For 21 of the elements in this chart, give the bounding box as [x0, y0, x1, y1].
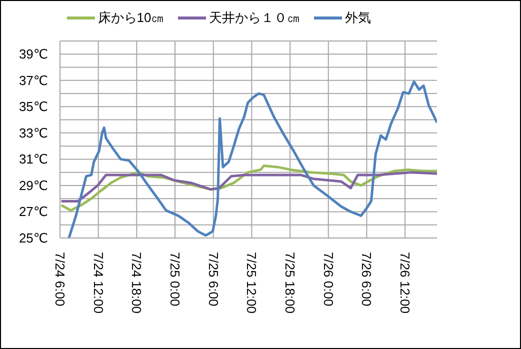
- x-tick-label: 7/25 12:00: [244, 252, 260, 314]
- legend-label: 外気: [345, 9, 372, 27]
- legend-label: 天井から１０㎝: [209, 9, 300, 27]
- x-tick-label: 7/26 12:00: [398, 252, 413, 314]
- x-tick-label: 7/26 6:00: [359, 252, 374, 306]
- x-tick-label: 7/24 18:00: [129, 252, 144, 314]
- y-tick-label: 25℃: [18, 230, 48, 246]
- legend-label: 床から10㎝: [98, 9, 164, 27]
- x-tick-label: 7/25 0:00: [168, 252, 183, 306]
- x-tick-label: 7/26 0:00: [320, 252, 336, 306]
- y-tick-label: 33℃: [18, 125, 48, 140]
- y-tick-label: 39℃: [18, 46, 48, 62]
- y-tick-label: 31℃: [18, 152, 48, 167]
- y-tick-label: 35℃: [18, 99, 48, 114]
- y-tick-label: 37℃: [18, 72, 48, 88]
- y-tick-label: 27℃: [18, 204, 48, 220]
- x-tick-label: 7/24 12:00: [90, 252, 106, 314]
- x-tick-label: 7/25 18:00: [282, 252, 298, 314]
- y-tick-label: 29℃: [18, 178, 48, 193]
- x-tick-label: 7/25 6:00: [206, 252, 221, 306]
- x-tick-label: 7/24 6:00: [52, 252, 68, 306]
